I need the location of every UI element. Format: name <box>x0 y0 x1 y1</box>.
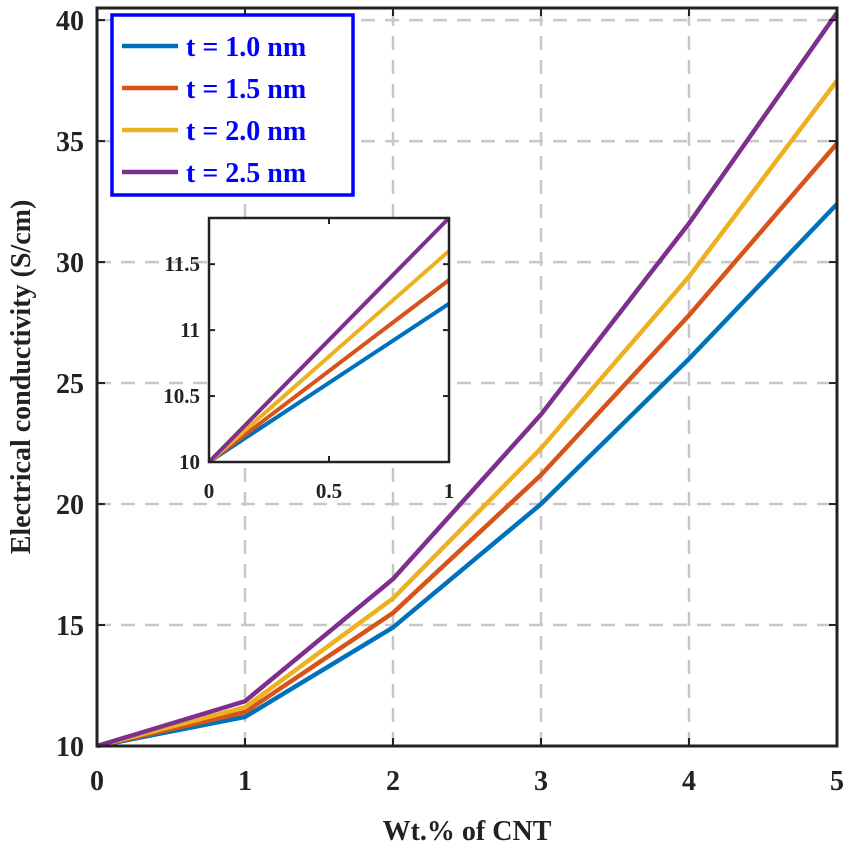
inset-series-line <box>207 249 451 464</box>
legend-entry-label: t = 1.0 nm <box>186 32 306 63</box>
inset-y-tick-label: 10.5 <box>163 384 200 408</box>
inset-x-tick-label: 1 <box>444 479 455 503</box>
x-axis-label: Wt.% of CNT <box>383 816 552 847</box>
main-x-tick-label: 2 <box>386 766 400 797</box>
legend: t = 1.0 nm t = 1.5 nm t = 2.0 nm t = 2.5 nm <box>110 13 355 197</box>
inset-y-tick-label: 10 <box>179 450 200 474</box>
inset-series-lines <box>207 216 451 464</box>
legend-entry-label: t = 2.0 nm <box>186 116 306 147</box>
main-x-tick-labels: 0 1 2 3 4 5 <box>90 766 844 797</box>
y-axis-label: Electrical conductivity (S/cm) <box>6 200 37 555</box>
inset-y-tick-labels: 10 10.5 11 11.5 <box>163 252 200 474</box>
main-series-line <box>96 202 839 749</box>
inset-y-tick-label: 11 <box>180 318 200 342</box>
main-tick-marks <box>96 8 838 747</box>
main-plot-frame <box>95 6 839 748</box>
inset-series-line <box>207 302 451 464</box>
main-x-tick-label: 5 <box>830 766 844 797</box>
main-y-tick-label: 15 <box>56 611 84 642</box>
inset-x-tick-labels: 0 0.5 1 <box>204 479 455 503</box>
main-series-line <box>96 11 839 749</box>
main-y-tick-label: 40 <box>56 6 84 37</box>
main-y-tick-label: 35 <box>56 127 84 158</box>
main-series-lines <box>96 11 839 749</box>
main-y-tick-label: 10 <box>56 732 84 763</box>
main-y-tick-label: 25 <box>56 369 84 400</box>
inset-tick-marks <box>208 218 450 463</box>
main-y-tick-label: 20 <box>56 490 84 521</box>
legend-entry-label: t = 2.5 nm <box>186 158 306 189</box>
main-series-line <box>96 79 839 749</box>
main-x-tick-label: 3 <box>534 766 548 797</box>
main-x-tick-label: 4 <box>682 766 696 797</box>
inset-series-line <box>207 216 451 464</box>
main-y-tick-labels: 10 15 20 25 30 35 40 <box>56 6 84 763</box>
legend-entry-label: t = 1.5 nm <box>186 74 306 105</box>
main-y-tick-label: 30 <box>56 248 84 279</box>
main-x-tick-label: 1 <box>238 766 252 797</box>
main-series-line <box>96 142 839 749</box>
inset-x-tick-label: 0.5 <box>316 479 342 503</box>
inset-series-line <box>207 278 451 464</box>
inset-y-tick-label: 11.5 <box>164 252 200 276</box>
inset-x-tick-label: 0 <box>204 479 215 503</box>
main-x-tick-label: 0 <box>90 766 104 797</box>
